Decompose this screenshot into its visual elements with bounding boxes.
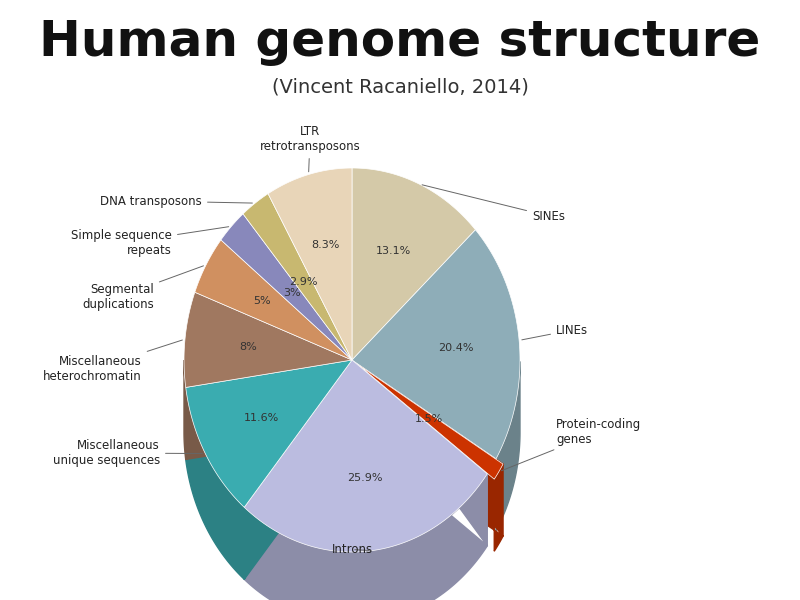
Polygon shape bbox=[184, 292, 352, 388]
Text: 25.9%: 25.9% bbox=[346, 473, 382, 483]
Text: LINEs: LINEs bbox=[522, 323, 588, 340]
Text: Human genome structure: Human genome structure bbox=[39, 18, 761, 66]
Text: 8%: 8% bbox=[239, 342, 258, 352]
Polygon shape bbox=[359, 365, 503, 551]
Text: Segmental
duplications: Segmental duplications bbox=[82, 266, 203, 311]
Polygon shape bbox=[195, 240, 352, 360]
Text: 3%: 3% bbox=[283, 288, 301, 298]
Polygon shape bbox=[359, 365, 503, 479]
Text: 13.1%: 13.1% bbox=[376, 246, 411, 256]
Polygon shape bbox=[352, 168, 475, 360]
Polygon shape bbox=[184, 360, 352, 460]
Text: 8.3%: 8.3% bbox=[311, 240, 339, 250]
Polygon shape bbox=[352, 230, 520, 459]
Polygon shape bbox=[496, 362, 520, 531]
Text: 11.6%: 11.6% bbox=[243, 413, 278, 423]
Polygon shape bbox=[186, 360, 352, 579]
Text: Introns: Introns bbox=[331, 543, 373, 556]
Polygon shape bbox=[244, 360, 487, 600]
Text: DNA transposons: DNA transposons bbox=[100, 194, 252, 208]
Text: Protein-coding
genes: Protein-coding genes bbox=[502, 418, 642, 471]
Text: Miscellaneous
unique sequences: Miscellaneous unique sequences bbox=[53, 439, 202, 467]
Polygon shape bbox=[243, 194, 352, 360]
Polygon shape bbox=[186, 360, 352, 507]
Text: Simple sequence
repeats: Simple sequence repeats bbox=[71, 227, 229, 257]
Text: Miscellaneous
heterochromatin: Miscellaneous heterochromatin bbox=[43, 340, 182, 383]
Text: LTR
retrotransposons: LTR retrotransposons bbox=[260, 125, 360, 172]
Polygon shape bbox=[244, 360, 487, 552]
Text: 5%: 5% bbox=[253, 296, 270, 306]
Text: SINEs: SINEs bbox=[422, 185, 565, 223]
Text: 20.4%: 20.4% bbox=[438, 343, 474, 353]
Text: 1.5%: 1.5% bbox=[414, 413, 443, 424]
Polygon shape bbox=[221, 214, 352, 360]
Text: (Vincent Racaniello, 2014): (Vincent Racaniello, 2014) bbox=[271, 77, 529, 97]
Polygon shape bbox=[268, 168, 352, 360]
Text: 2.9%: 2.9% bbox=[290, 277, 318, 287]
